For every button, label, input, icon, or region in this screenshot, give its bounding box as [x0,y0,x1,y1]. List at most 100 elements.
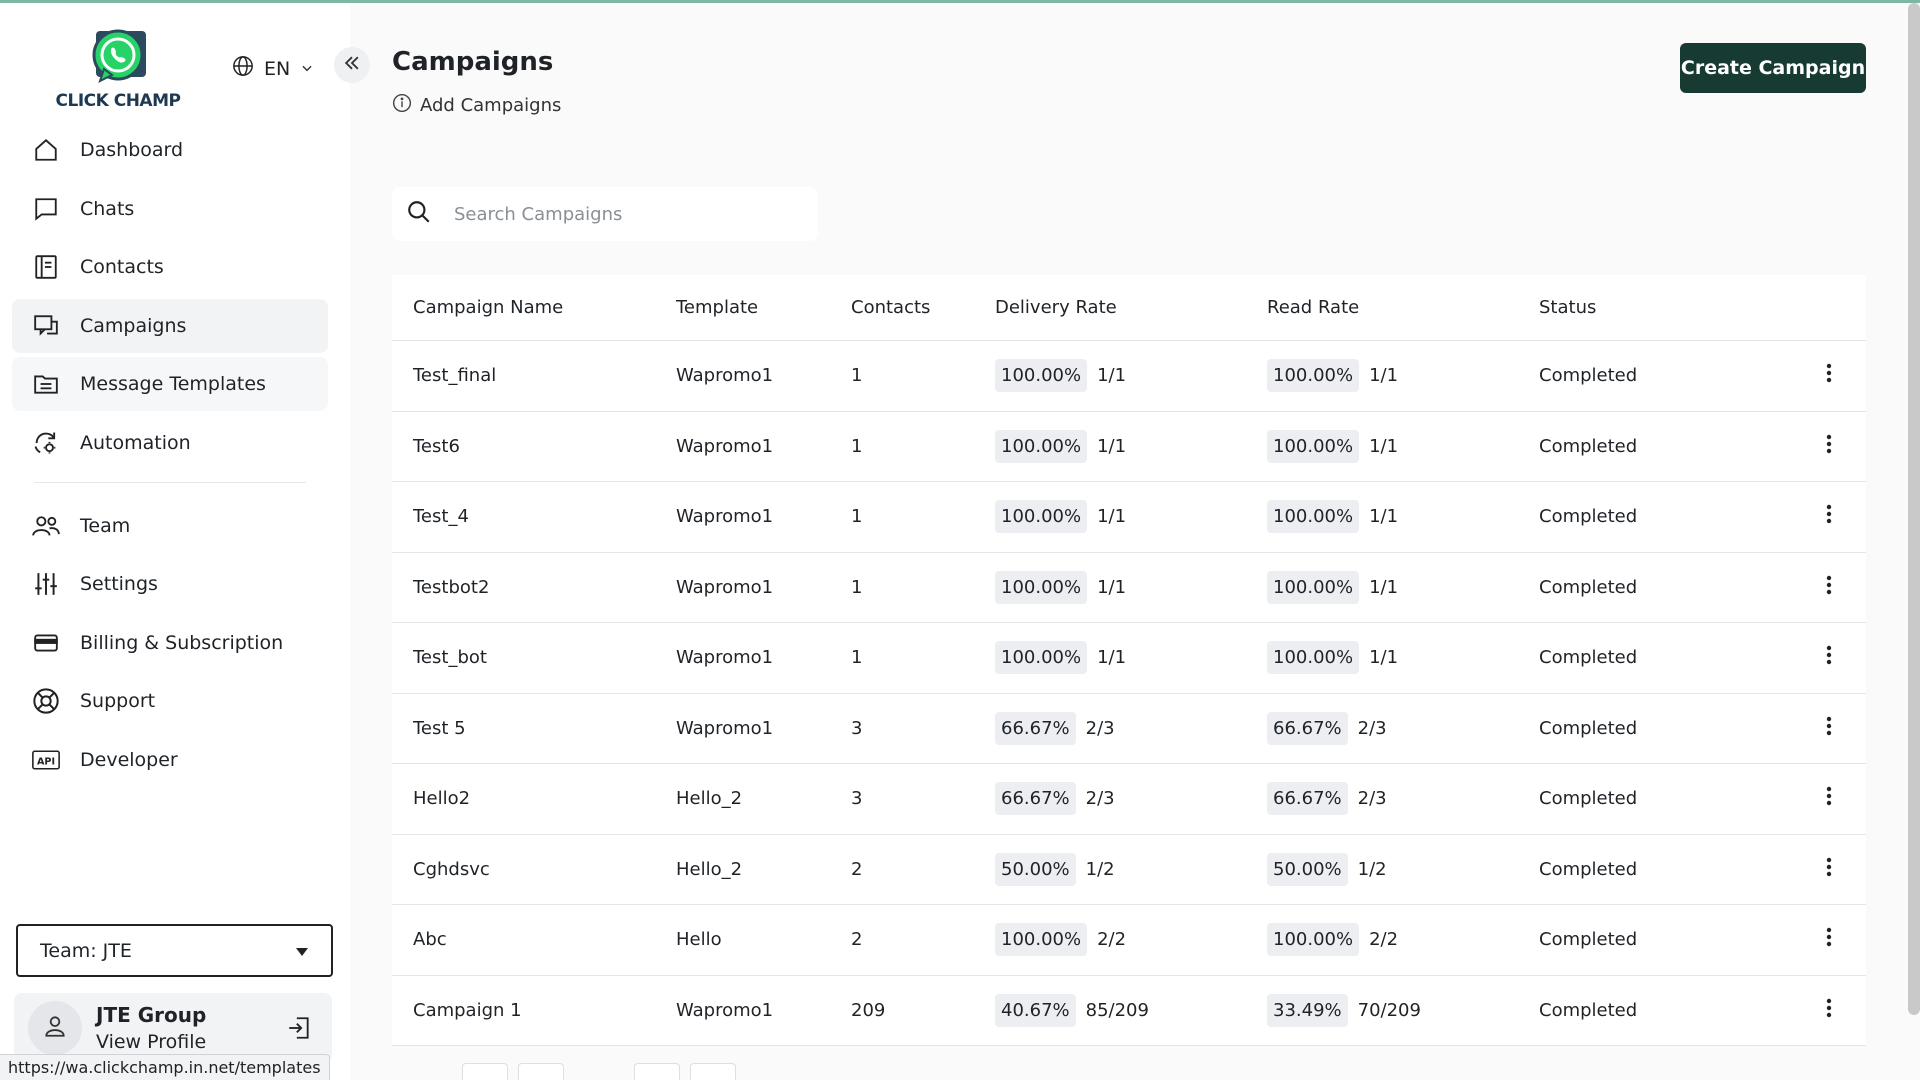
more-vertical-icon [1826,504,1832,529]
table-row[interactable]: Test 5 Wapromo1 3 66.67% 2/3 66.67% 2/3 Co… [392,694,1866,764]
more-vertical-icon [1826,716,1832,741]
table-row[interactable]: Test_final Wapromo1 1 100.00% 1/1 100.00%… [392,341,1866,412]
more-vertical-icon [1826,927,1832,952]
delivery-rate-badge: 100.00% [995,570,1088,604]
row-menu-button[interactable] [1799,786,1859,811]
column-header-read-rate[interactable]: Read Rate [1267,297,1360,318]
table-row[interactable]: Hello2 Hello_2 3 66.67% 2/3 66.67% 2/3 Com… [392,764,1866,835]
contacts-count: 1 [851,365,863,387]
read-ratio: 1/1 [1369,506,1399,528]
sidebar-item-chats[interactable]: Chats [12,182,328,236]
table-row[interactable]: Campaign 1 Wapromo1 209 40.67% 85/209 33.… [392,976,1866,1046]
contacts-count: 1 [851,506,863,528]
language-selector[interactable]: EN [232,55,314,82]
more-vertical-icon [1826,645,1832,670]
sidebar-item-dashboard[interactable]: Dashboard [12,123,328,177]
team-selector[interactable]: Team: JTE [16,924,333,977]
pagination-button[interactable] [462,1063,508,1080]
pagination-button[interactable] [634,1063,680,1080]
contacts-icon [32,253,60,281]
row-menu-button[interactable] [1799,857,1859,882]
status-text: Completed [1539,506,1638,528]
delivery-ratio: 1/1 [1097,506,1127,528]
contacts-count: 3 [851,717,863,739]
campaign-name: Test_final [413,365,497,387]
table-row[interactable]: Test_4 Wapromo1 1 100.00% 1/1 100.00% 1/1 … [392,482,1866,553]
search-box[interactable] [392,187,818,241]
brand-logo[interactable]: CLICK CHAMP [55,25,181,117]
more-vertical-icon [1826,434,1832,459]
read-ratio: 1/1 [1369,576,1399,598]
campaign-name: Testbot2 [413,576,490,598]
create-campaign-button[interactable]: Create Campaign [1680,43,1866,93]
support-icon [32,687,60,715]
sidebar-item-label: Campaigns [80,314,187,337]
sidebar-nav: Dashboard Chats Contacts Campaigns Messa… [12,123,328,791]
sidebar-item-billing[interactable]: Billing & Subscription [12,616,328,670]
sidebar-item-contacts[interactable]: Contacts [12,240,328,294]
sidebar-item-message-templates[interactable]: Message Templates [12,357,328,411]
campaign-name: Campaign 1 [413,999,522,1021]
profile-card[interactable]: JTE Group View Profile [14,993,332,1063]
row-menu-button[interactable] [1799,363,1859,388]
logout-icon[interactable] [286,1015,312,1045]
column-header-contacts[interactable]: Contacts [851,297,931,318]
read-rate-badge: 100.00% [1267,359,1360,393]
campaigns-icon [32,312,60,340]
read-rate-badge: 66.67% [1267,782,1348,816]
column-header-delivery-rate[interactable]: Delivery Rate [995,297,1117,318]
read-ratio: 70/209 [1357,999,1421,1021]
table-row[interactable]: Test6 Wapromo1 1 100.00% 1/1 100.00% 1/1 C… [392,412,1866,482]
row-menu-button[interactable] [1799,645,1859,670]
row-menu-button[interactable] [1799,575,1859,600]
search-input[interactable] [454,203,784,225]
sidebar-item-developer[interactable]: API Developer [12,733,328,787]
delivery-rate-badge: 40.67% [995,993,1076,1027]
automation-icon [32,429,60,457]
sidebar-item-settings[interactable]: Settings [12,557,328,611]
status-text: Completed [1539,647,1638,669]
brand-name: CLICK CHAMP [55,91,181,111]
template-name: Hello [676,929,722,951]
pagination-button[interactable] [690,1063,736,1080]
table-row[interactable]: Testbot2 Wapromo1 1 100.00% 1/1 100.00% 1/… [392,553,1866,623]
table-row[interactable]: Abc Hello 2 100.00% 2/2 100.00% 2/2 Comple… [392,905,1866,976]
read-ratio: 2/2 [1369,929,1399,951]
scrollbar[interactable] [1908,3,1920,1015]
sidebar: CLICK CHAMP EN Dashboard Chats [0,3,370,1080]
top-accent-bar [0,0,1920,3]
column-header-template[interactable]: Template [676,297,759,318]
row-menu-button[interactable] [1799,434,1859,459]
view-profile-link[interactable]: View Profile [96,1031,207,1053]
column-header-status[interactable]: Status [1539,297,1597,318]
contacts-count: 1 [851,647,863,669]
chat-icon [32,195,60,223]
pagination-button[interactable] [518,1063,564,1080]
contacts-count: 2 [851,858,863,880]
sidebar-item-support[interactable]: Support [12,674,328,728]
column-header-campaign-name[interactable]: Campaign Name [413,297,564,318]
delivery-ratio: 85/209 [1085,999,1149,1021]
sidebar-item-automation[interactable]: Automation [12,416,328,470]
sidebar-item-label: Chats [80,197,135,220]
row-menu-button[interactable] [1799,998,1859,1023]
sidebar-item-label: Support [80,690,156,712]
sidebar-item-label: Message Templates [80,373,266,395]
sidebar-item-team[interactable]: Team [12,499,328,553]
table-row[interactable]: Test_bot Wapromo1 1 100.00% 1/1 100.00% 1/… [392,623,1866,694]
delivery-rate-badge: 100.00% [995,641,1088,675]
sidebar-item-campaigns[interactable]: Campaigns [12,298,328,353]
row-menu-button[interactable] [1799,504,1859,529]
whatsapp-logo-icon [82,25,154,89]
status-text: Completed [1539,929,1638,951]
row-menu-button[interactable] [1799,927,1859,952]
read-rate-badge: 100.00% [1267,570,1360,604]
read-rate-badge: 100.00% [1267,500,1360,534]
collapse-sidebar-button[interactable] [334,47,370,83]
sidebar-item-label: Developer [80,748,178,771]
row-menu-button[interactable] [1799,716,1859,741]
table-row[interactable]: Cghdsvc Hello_2 2 50.00% 1/2 50.00% 1/2 Co… [392,835,1866,905]
read-rate-badge: 50.00% [1267,852,1348,886]
read-ratio: 2/3 [1357,717,1387,739]
delivery-rate-badge: 100.00% [995,923,1088,957]
